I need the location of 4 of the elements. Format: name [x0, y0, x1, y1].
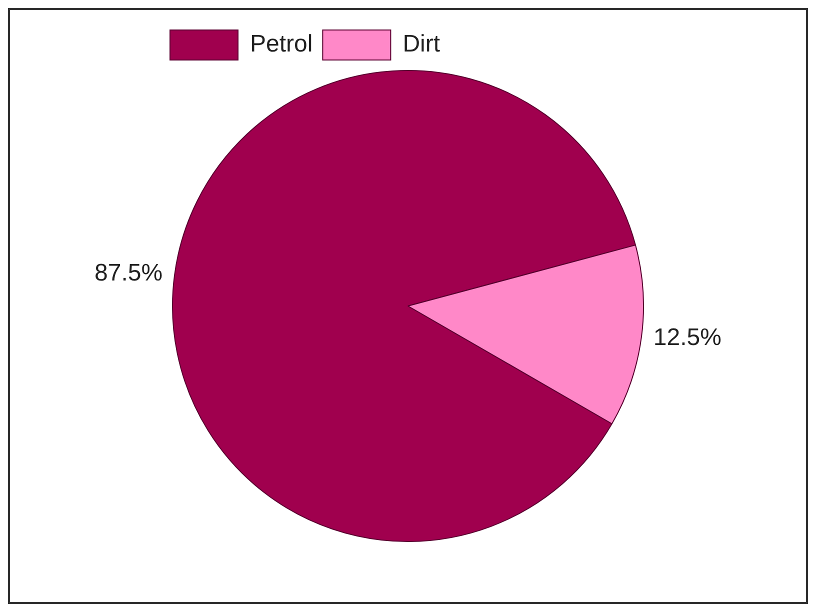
data-label: 87.5%: [94, 259, 163, 286]
data-label: 12.5%: [653, 324, 722, 351]
legend-label: Petrol: [250, 30, 313, 58]
legend-label: Dirt: [402, 30, 440, 58]
